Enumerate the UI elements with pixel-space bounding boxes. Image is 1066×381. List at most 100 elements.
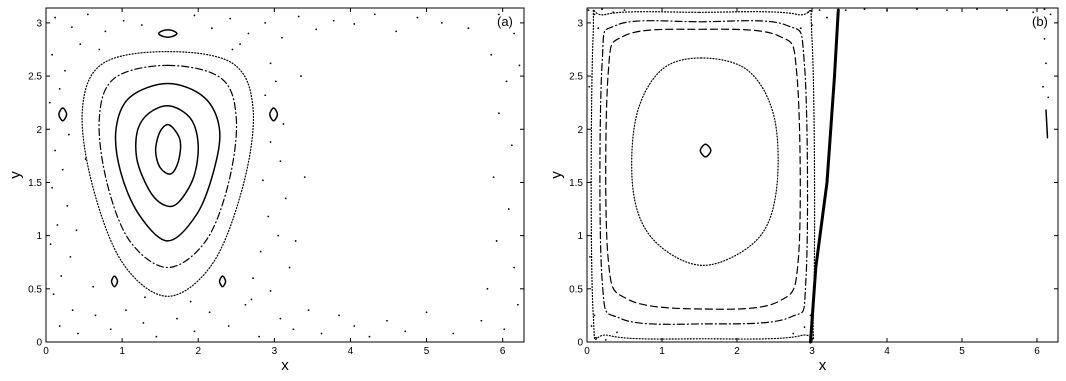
scatter-point — [976, 8, 978, 10]
scatter-point — [277, 234, 280, 237]
scatter-point — [386, 319, 388, 322]
curve-4 — [81, 50, 255, 297]
scatter-point — [467, 27, 470, 30]
scatter-point — [799, 27, 802, 30]
scatter-point — [141, 24, 143, 26]
y-tick-label: 2.5 — [28, 72, 42, 83]
scatter-point — [282, 123, 285, 125]
y-tick-label: 0.5 — [28, 284, 42, 295]
plot-frame — [45, 7, 525, 343]
scatter-point — [315, 28, 318, 31]
scatter-point — [244, 303, 247, 306]
scatter-point — [844, 9, 847, 12]
scatter-point — [75, 229, 78, 232]
scatter-point — [79, 43, 82, 46]
x-tick-label: 4 — [348, 346, 354, 357]
scatter-point — [1043, 8, 1046, 10]
scatter-point — [452, 332, 455, 335]
y-tick-label: 1 — [577, 231, 583, 242]
scatter-point — [60, 275, 63, 277]
scatter-point — [320, 332, 323, 335]
scatter-point — [281, 36, 283, 39]
x-tick-label: 5 — [424, 346, 430, 357]
curve-0 — [154, 123, 182, 175]
scatter-point — [803, 326, 806, 329]
scatter-point — [61, 168, 64, 171]
x-tick-label: 1 — [119, 346, 125, 357]
scatter-point — [507, 208, 510, 210]
scatter-point — [104, 30, 107, 33]
scatter-point — [623, 9, 626, 12]
scatter-point — [497, 112, 500, 115]
scatter-point — [274, 80, 277, 83]
scatter-point — [818, 9, 821, 12]
curve-1 — [631, 57, 779, 267]
plot-frame — [586, 7, 1059, 343]
panel-label: (a) — [497, 14, 513, 29]
scatter-point — [300, 75, 302, 77]
y-tick-label: 0 — [577, 338, 583, 349]
scatter-point — [56, 224, 59, 226]
separatrix-curve — [809, 8, 840, 344]
panel-label: (b) — [1032, 14, 1048, 29]
scatter-point — [58, 87, 61, 90]
scatter-point — [77, 332, 79, 335]
curve-6 — [1045, 109, 1049, 139]
scatter-point — [250, 298, 253, 301]
scatter-point — [259, 250, 262, 253]
scatter-point — [480, 319, 483, 322]
curve-8 — [110, 275, 119, 288]
scatter-point — [109, 328, 112, 331]
scatter-point — [517, 303, 519, 306]
scatter-point — [122, 19, 125, 22]
scatter-point — [51, 186, 53, 189]
y-tick-label: 2 — [36, 125, 42, 136]
scatter-point — [490, 53, 493, 56]
scatter-point — [227, 325, 230, 327]
scatter-point — [247, 32, 250, 35]
scatter-point — [54, 16, 57, 19]
scatter-point — [416, 16, 419, 19]
curve-7 — [269, 107, 279, 122]
curve-9 — [218, 275, 227, 288]
scatter-point — [71, 309, 74, 311]
scatter-point — [353, 23, 356, 25]
scatter-point — [332, 19, 335, 22]
curve-0 — [699, 143, 712, 158]
curve-5 — [157, 29, 178, 38]
y-tick-label: 3 — [36, 18, 42, 29]
scatter-point — [1043, 37, 1046, 40]
scatter-point — [288, 266, 291, 269]
y-axis-label: y — [548, 171, 565, 179]
y-tick-label: 0 — [36, 338, 42, 349]
scatter-point — [604, 338, 607, 341]
scatter-point — [155, 335, 158, 338]
y-tick-label: 3 — [577, 18, 583, 29]
scatter-point — [279, 160, 282, 163]
x-axis-label: x — [281, 357, 289, 374]
scatter-point — [612, 11, 615, 14]
scatter-point — [601, 8, 603, 10]
scatter-point — [353, 325, 356, 327]
x-tick-label: 5 — [959, 346, 965, 357]
scatter-point — [616, 331, 618, 334]
scatter-point — [208, 311, 211, 314]
scatter-point — [70, 26, 73, 29]
scatter-point — [492, 176, 495, 179]
x-tick-label: 0 — [43, 346, 49, 357]
scatter-point — [593, 314, 596, 317]
y-axis-label: y — [7, 171, 24, 179]
scatter-point — [262, 179, 264, 182]
scatter-point — [193, 330, 196, 333]
scatter-point — [593, 13, 596, 16]
scatter-point — [505, 80, 508, 83]
scatter-point — [425, 311, 428, 314]
x-tick-label: 6 — [1034, 346, 1040, 357]
x-tick-label: 6 — [500, 346, 506, 357]
scatter-point — [440, 21, 443, 24]
scatter-point — [269, 62, 272, 65]
scatter-point — [826, 16, 828, 19]
y-tick-label: 1.5 — [569, 178, 583, 189]
scatter-point — [518, 64, 521, 67]
